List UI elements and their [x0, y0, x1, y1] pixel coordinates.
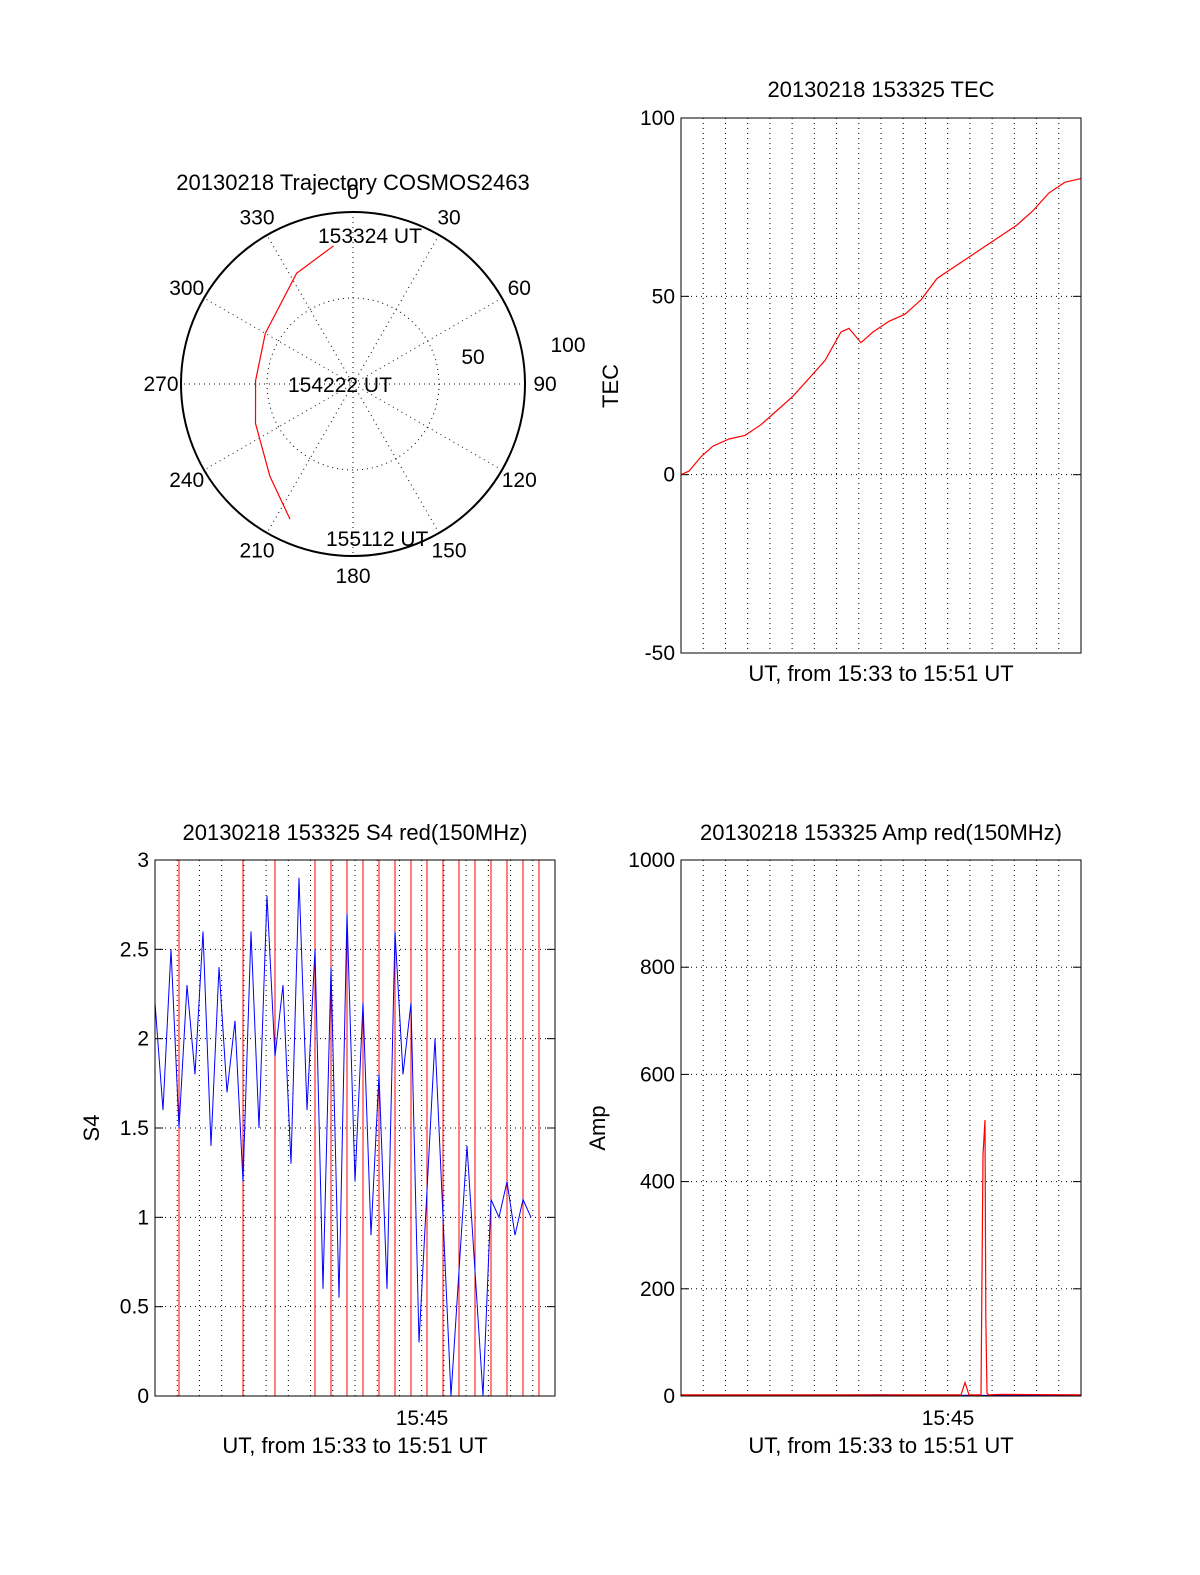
polar-azimuth-label: 30	[437, 207, 460, 230]
y-tick-label: 0	[137, 1385, 149, 1408]
s4-panel: 20130218 153325 S4 red(150MHz) 0 0.5 1 1.5 2…	[79, 820, 556, 1458]
polar-azimuth-label: 270	[143, 373, 178, 396]
y-tick-label: 100	[640, 107, 675, 130]
y-tick-label: 400	[640, 1171, 675, 1194]
tec-x-label: UT, from 15:33 to 15:51 UT	[748, 661, 1013, 686]
tec-y-ticks: -50 0 50 100	[640, 107, 1081, 665]
y-tick-label: 600	[640, 1063, 675, 1086]
y-tick-label: 0	[663, 1385, 675, 1408]
trajectory-title: 20130218 Trajectory COSMOS2463	[176, 170, 529, 195]
tec-series-line	[680, 178, 1082, 476]
y-tick-label: -50	[645, 642, 675, 665]
s4-blue-series	[154, 877, 532, 1397]
y-tick-label: 2.5	[120, 938, 149, 961]
track-label-end: 155112 UT	[326, 528, 429, 551]
y-tick-label: 200	[640, 1278, 675, 1301]
y-tick-label: 3	[137, 849, 149, 872]
amp-title: 20130218 153325 Amp red(150MHz)	[700, 820, 1062, 845]
polar-azimuth-label: 150	[431, 539, 466, 562]
polar-azimuth-label: 120	[502, 469, 537, 492]
track-label-start: 153324 UT	[318, 225, 422, 248]
s4-plot-frame	[154, 859, 556, 1397]
y-tick-label: 0.5	[120, 1296, 149, 1319]
polar-radius-label-50: 50	[461, 346, 484, 369]
s4-y-label: S4	[79, 1115, 104, 1142]
polar-azimuth-label: 330	[239, 207, 274, 230]
y-tick-label: 800	[640, 956, 675, 979]
polar-azimuth-label: 210	[239, 539, 274, 562]
amp-x-label: UT, from 15:33 to 15:51 UT	[748, 1433, 1013, 1458]
amp-red-series	[681, 1119, 1082, 1396]
amp-grid	[681, 860, 1081, 1396]
polar-azimuth-label: 180	[335, 565, 370, 588]
trajectory-panel: 20130218 Trajectory COSMOS2463 0 30 60 90 12…	[143, 170, 585, 588]
polar-azimuth-label: 60	[508, 277, 531, 300]
polar-azimuth-labels: 0 30 60 90 120 150 180 210 240 270 300 330	[143, 181, 556, 588]
amp-y-label: Amp	[585, 1105, 610, 1150]
amp-panel: 20130218 153325 Amp red(150MHz) 0 200 400 6…	[585, 820, 1082, 1458]
s4-x-tick-label: 15:45	[396, 1407, 449, 1430]
polar-radius-label-100: 100	[550, 334, 585, 357]
tec-title: 20130218 153325 TEC	[767, 77, 994, 102]
s4-y-ticks: 0 0.5 1 1.5 2 2.5 3	[120, 849, 555, 1408]
s4-grid	[155, 860, 555, 1396]
tec-plot-frame	[680, 117, 1082, 654]
polar-azimuth-label: 0	[347, 181, 359, 204]
polar-azimuth-label: 90	[533, 373, 556, 396]
amp-x-tick-label: 15:45	[922, 1407, 975, 1430]
y-tick-label: 1.5	[120, 1117, 149, 1140]
y-tick-label: 0	[663, 464, 675, 487]
trajectory-track	[254, 245, 334, 520]
tec-panel: 20130218 153325 TEC -50 0 50 100 TEC UT, fr…	[598, 77, 1082, 686]
s4-title: 20130218 153325 S4 red(150MHz)	[183, 820, 528, 845]
tec-grid	[681, 118, 1081, 653]
amp-plot-frame	[680, 859, 1082, 1397]
s4-x-label: UT, from 15:33 to 15:51 UT	[222, 1433, 487, 1458]
tec-y-label: TEC	[598, 364, 623, 408]
y-tick-label: 50	[652, 285, 675, 308]
y-tick-label: 1	[137, 1206, 149, 1229]
amp-y-ticks: 0 200 400 600 800 1000	[628, 849, 1081, 1408]
track-label-mid: 154222 UT	[288, 374, 392, 397]
y-tick-label: 2	[137, 1028, 149, 1051]
polar-azimuth-label: 300	[169, 277, 204, 300]
polar-azimuth-label: 240	[169, 469, 204, 492]
y-tick-label: 1000	[628, 849, 675, 872]
